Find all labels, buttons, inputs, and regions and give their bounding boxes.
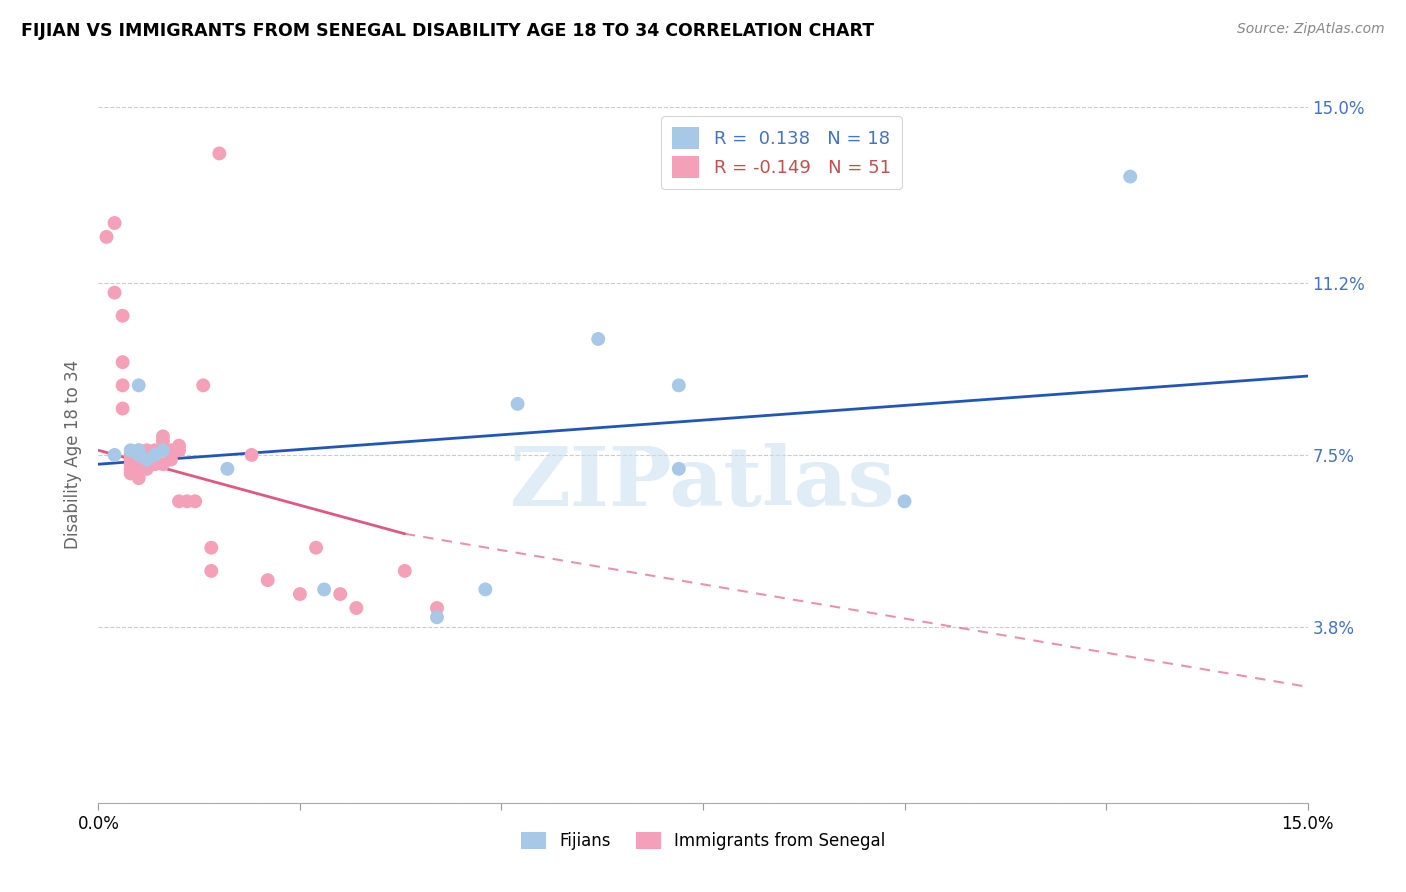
Point (160, 443, 183, 458)
Point (128, 378, 150, 392)
Legend: Fijians, Immigrants from Senegal: Fijians, Immigrants from Senegal (515, 826, 891, 857)
Point (128, 467, 150, 481)
Point (200, 541, 222, 555)
Point (329, 587, 352, 601)
Point (314, 582, 336, 597)
Point (152, 457, 174, 471)
Point (103, 285, 125, 300)
Point (1119, 169, 1142, 184)
Point (135, 443, 157, 458)
Point (288, 587, 311, 601)
Point (111, 401, 134, 416)
Point (111, 355, 134, 369)
Text: ZIPatlas: ZIPatlas (510, 442, 896, 523)
Point (143, 448, 166, 462)
Point (120, 452, 142, 467)
Point (426, 610, 449, 624)
Point (120, 462, 142, 476)
Point (111, 309, 134, 323)
Point (344, 601, 367, 615)
Point (128, 462, 150, 476)
Point (184, 494, 207, 508)
Point (128, 443, 150, 458)
Point (217, 462, 239, 476)
Point (426, 601, 449, 615)
Point (160, 448, 183, 462)
Point (128, 448, 150, 462)
Text: FIJIAN VS IMMIGRANTS FROM SENEGAL DISABILITY AGE 18 TO 34 CORRELATION CHART: FIJIAN VS IMMIGRANTS FROM SENEGAL DISABI… (21, 22, 875, 40)
Point (128, 448, 150, 462)
Point (167, 439, 190, 453)
Point (103, 448, 125, 462)
Point (128, 457, 150, 471)
Point (120, 467, 142, 481)
Point (111, 378, 134, 392)
Point (176, 494, 198, 508)
Point (152, 429, 174, 443)
Point (120, 443, 142, 458)
Point (208, 146, 231, 161)
Point (128, 452, 150, 467)
Point (135, 448, 157, 462)
Point (143, 452, 166, 467)
Point (200, 564, 222, 578)
Point (586, 332, 609, 346)
Point (506, 397, 529, 411)
Point (120, 457, 142, 471)
Point (394, 564, 416, 578)
Text: Source: ZipAtlas.com: Source: ZipAtlas.com (1237, 22, 1385, 37)
Point (256, 573, 278, 587)
Point (135, 452, 157, 467)
Point (103, 216, 125, 230)
Point (128, 471, 150, 485)
Point (135, 452, 157, 467)
Point (167, 494, 190, 508)
Point (135, 462, 157, 476)
Y-axis label: Disability Age 18 to 34: Disability Age 18 to 34 (65, 360, 83, 549)
Point (96, 230, 118, 244)
Point (152, 434, 174, 448)
Point (474, 582, 496, 597)
Point (893, 494, 915, 508)
Point (305, 541, 328, 555)
Point (143, 443, 166, 458)
Point (120, 448, 142, 462)
Point (167, 443, 190, 458)
Point (668, 462, 690, 476)
Point (240, 448, 263, 462)
Point (668, 378, 690, 392)
Point (128, 443, 150, 458)
Point (193, 378, 215, 392)
Point (152, 443, 174, 458)
Point (135, 457, 157, 471)
Point (143, 457, 166, 471)
Point (143, 448, 166, 462)
Point (160, 452, 183, 467)
